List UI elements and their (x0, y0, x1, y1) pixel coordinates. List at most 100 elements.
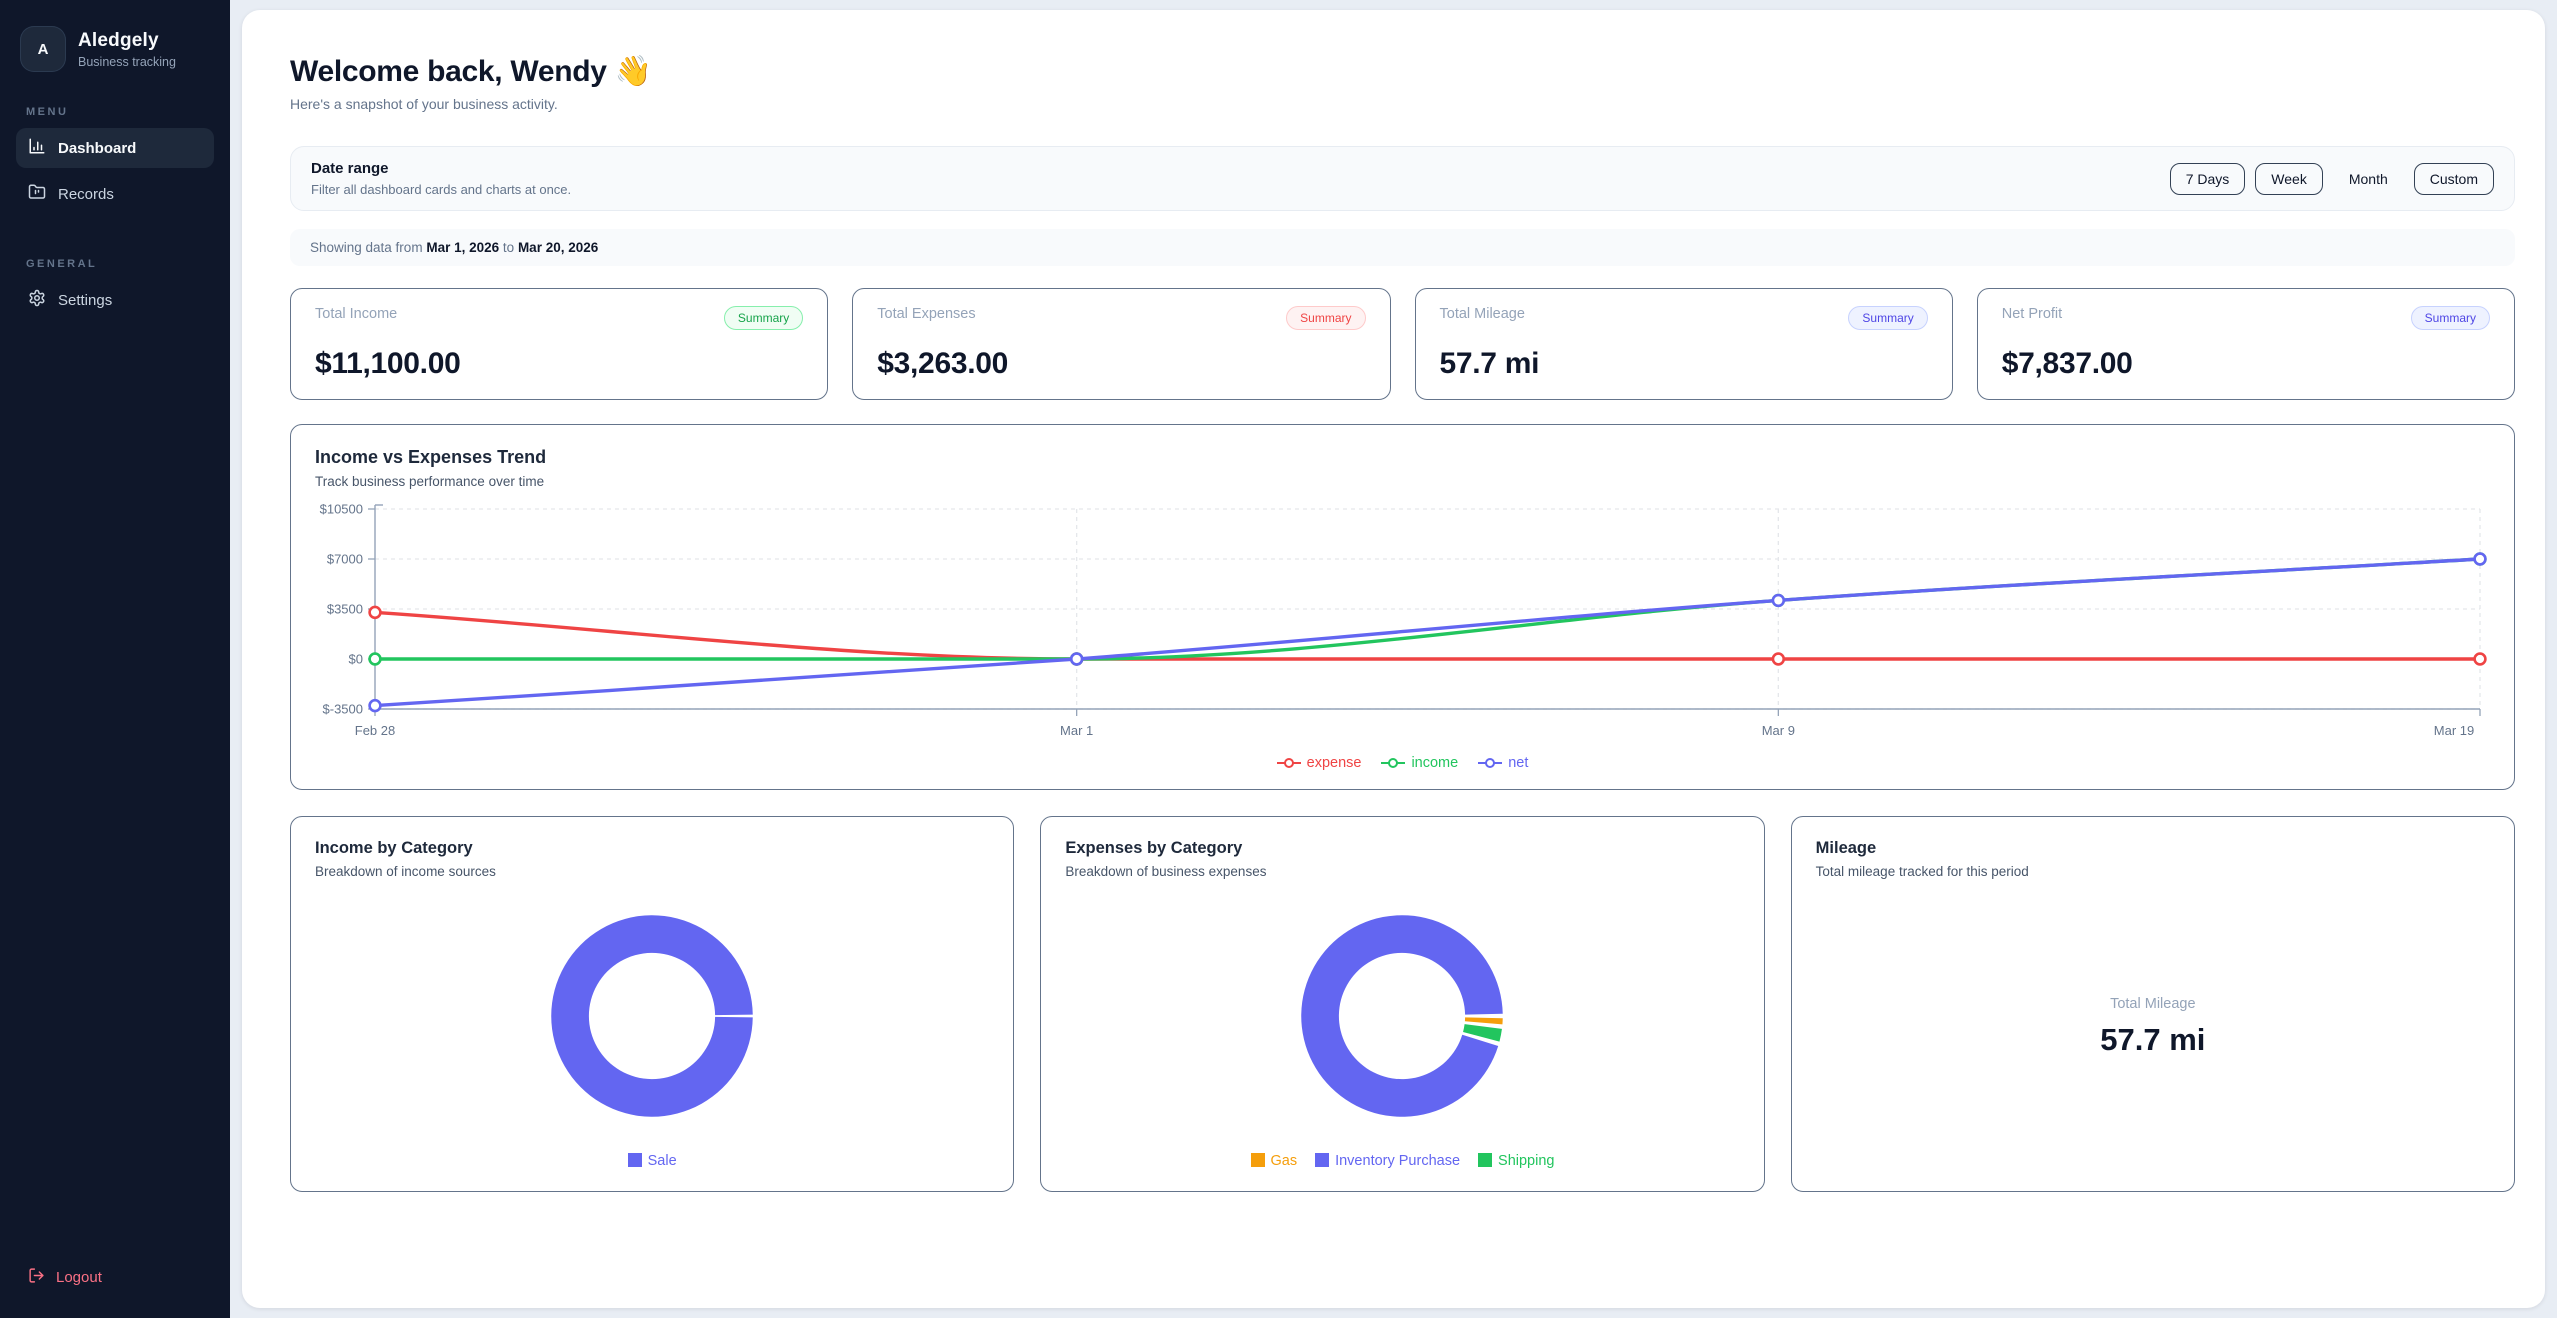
showing-prefix: Showing data from (310, 240, 423, 255)
svg-text:$0: $0 (349, 652, 363, 667)
svg-text:Mar 9: Mar 9 (1762, 723, 1795, 738)
waving-hand-emoji: 👋 (614, 55, 652, 88)
summary-badge: Summary (723, 306, 804, 330)
mileage-label: Total Mileage (2110, 996, 2196, 1012)
brand: A Aledgely Business tracking (16, 26, 214, 72)
expenses-donut-legend: Gas Inventory Purchase Shipping (1065, 1153, 1739, 1175)
date-range-bar: Date range Filter all dashboard cards an… (290, 146, 2515, 211)
page-subtitle: Here's a snapshot of your business activ… (290, 96, 558, 112)
total-mileage-card: Total Mileage Summary 57.7 mi (1414, 288, 1953, 400)
range-week-button[interactable]: Week (2255, 162, 2323, 195)
summary-badge: Summary (1286, 306, 1366, 330)
date-range-title: Date range (311, 160, 389, 177)
summary-badge: Summary (2410, 306, 2490, 330)
card-label: Total Income (315, 306, 398, 322)
range-7days-button[interactable]: 7 Days (2169, 162, 2246, 195)
expenses-by-category-panel: Expenses by Category Breakdown of busine… (1040, 816, 1765, 1192)
logout-icon (28, 1267, 45, 1288)
legend-item-net: net (1478, 755, 1528, 771)
legend-item-income: income (1381, 755, 1458, 771)
showing-from-date: Mar 1, 2026 (426, 240, 500, 255)
expenses-donut-chart (1301, 915, 1504, 1117)
mileage-title: Mileage (1815, 839, 1877, 857)
nav-section-menu-label: MENU (26, 106, 69, 118)
logout-label: Logout (56, 1269, 102, 1286)
legend-item-shipping: Shipping (1478, 1153, 1554, 1169)
summary-badge: Summary (1848, 306, 1928, 330)
nav-section-general-label: GENERAL (26, 258, 98, 270)
legend-label: Sale (647, 1153, 677, 1169)
sidebar-item-records[interactable]: Records (16, 174, 214, 214)
svg-text:$10500: $10500 (320, 502, 363, 517)
sidebar-item-label: Settings (58, 291, 113, 309)
sidebar-item-label: Dashboard (58, 139, 137, 157)
folder-icon (28, 183, 46, 205)
range-month-button[interactable]: Month (2333, 163, 2404, 195)
summary-cards-row: Total Income Summary $11,100.00 Total Ex… (290, 288, 2515, 400)
date-range-buttons: 7 Days Week Month Custom (2169, 162, 2494, 195)
income-donut-chart (551, 915, 753, 1117)
page-title-text: Welcome back, Wendy (290, 55, 607, 88)
income-category-subtitle: Breakdown of income sources (315, 864, 496, 879)
svg-text:Mar 19: Mar 19 (2434, 723, 2474, 738)
legend-label: net (1508, 755, 1529, 771)
legend-label: Shipping (1498, 1153, 1555, 1169)
svg-text:$-3500: $-3500 (323, 702, 363, 717)
total-income-card: Total Income Summary $11,100.00 (290, 288, 829, 400)
legend-label: income (1411, 755, 1459, 771)
date-range-description: Filter all dashboard cards and charts at… (311, 182, 572, 197)
income-vs-expenses-trend-panel: Income vs Expenses Trend Track business … (290, 424, 2515, 790)
mileage-value: 57.7 mi (2100, 1022, 2206, 1057)
svg-text:$3500: $3500 (327, 602, 363, 617)
sidebar-item-settings[interactable]: Settings (16, 280, 214, 320)
sidebar: A Aledgely Business tracking MENU Dashbo… (0, 0, 230, 1318)
legend-label: expense (1306, 755, 1362, 771)
income-by-category-panel: Income by Category Breakdown of income s… (290, 816, 1015, 1192)
category-cards-row: Income by Category Breakdown of income s… (290, 816, 2515, 1192)
brand-tagline: Business tracking (78, 54, 176, 69)
legend-swatch (1478, 1153, 1493, 1167)
logout-button[interactable]: Logout (28, 1267, 102, 1288)
legend-item-sale: Sale (627, 1153, 677, 1169)
legend-label: Gas (1270, 1153, 1298, 1169)
income-category-title: Income by Category (315, 839, 473, 857)
line-marker-icon (1276, 758, 1301, 768)
card-value: $3,263.00 (877, 347, 1009, 380)
showing-joiner: to (502, 240, 515, 255)
svg-text:$7000: $7000 (327, 552, 363, 567)
brand-avatar: A (20, 26, 66, 72)
net-profit-card: Net Profit Summary $7,837.00 (1976, 288, 2515, 400)
income-donut-zone (315, 879, 989, 1153)
trend-chart-legend: expense income net (315, 755, 2490, 771)
sidebar-item-dashboard[interactable]: Dashboard (16, 128, 214, 168)
income-donut-legend: Sale (315, 1153, 989, 1175)
legend-item-gas: Gas (1250, 1153, 1298, 1169)
showing-data-bar: Showing data from Mar 1, 2026 to Mar 20,… (290, 229, 2515, 266)
card-label: Total Expenses (877, 306, 976, 322)
page-title: Welcome back, Wendy 👋 (290, 54, 2515, 89)
card-value: 57.7 mi (1439, 347, 1540, 380)
expenses-category-title: Expenses by Category (1065, 839, 1243, 857)
card-label: Net Profit (2001, 306, 2063, 322)
trend-line-chart: $10500 $7000 $3500 $0 $-3500 Feb 28 Mar 1 Mar 9… (320, 502, 2487, 738)
svg-text:Feb 28: Feb 28 (355, 723, 395, 738)
legend-swatch (1250, 1153, 1265, 1167)
range-custom-button[interactable]: Custom (2413, 162, 2494, 195)
line-marker-icon (1381, 758, 1406, 768)
bar-chart-icon (28, 137, 46, 159)
legend-swatch (627, 1153, 642, 1167)
legend-label: Inventory Purchase (1335, 1153, 1461, 1169)
mileage-summary: Total Mileage 57.7 mi (1816, 879, 2490, 1175)
sidebar-item-label: Records (58, 185, 114, 203)
legend-swatch (1315, 1153, 1330, 1167)
gear-icon (28, 289, 46, 311)
card-value: $11,100.00 (315, 347, 461, 380)
mileage-panel: Mileage Total mileage tracked for this p… (1790, 816, 2515, 1192)
brand-initial: A (37, 40, 49, 58)
brand-name: Aledgely (78, 29, 159, 51)
trend-chart-title: Income vs Expenses Trend (315, 447, 547, 467)
legend-item-expense: expense (1276, 755, 1362, 771)
showing-to-date: Mar 20, 2026 (517, 240, 599, 255)
main-area: Welcome back, Wendy 👋 Here's a snapshot … (230, 0, 2557, 1318)
legend-item-inventory-purchase: Inventory Purchase (1315, 1153, 1460, 1169)
